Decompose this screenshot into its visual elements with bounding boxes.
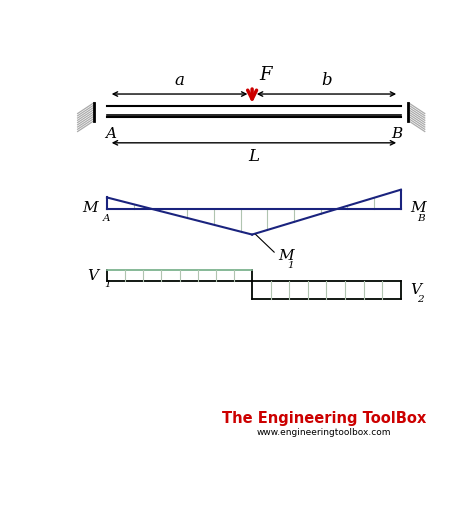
Text: a: a bbox=[174, 72, 184, 89]
Text: V: V bbox=[87, 269, 98, 282]
Text: 1: 1 bbox=[287, 261, 293, 270]
Text: B: B bbox=[418, 214, 425, 223]
Text: L: L bbox=[248, 148, 259, 164]
Text: B: B bbox=[392, 127, 403, 141]
Text: V: V bbox=[410, 283, 421, 297]
Text: The Engineering ToolBox: The Engineering ToolBox bbox=[222, 411, 426, 425]
Bar bbox=[252, 281, 401, 299]
Text: 2: 2 bbox=[418, 295, 424, 304]
Text: F: F bbox=[259, 66, 272, 84]
Text: www.engineeringtoolbox.com: www.engineeringtoolbox.com bbox=[256, 428, 391, 437]
Text: M: M bbox=[278, 249, 293, 263]
Bar bbox=[107, 270, 252, 281]
Text: A: A bbox=[105, 127, 116, 141]
Text: 1: 1 bbox=[104, 280, 111, 289]
Text: M: M bbox=[410, 201, 426, 215]
Text: b: b bbox=[321, 72, 332, 89]
Text: A: A bbox=[102, 214, 110, 223]
Text: M: M bbox=[82, 201, 98, 215]
